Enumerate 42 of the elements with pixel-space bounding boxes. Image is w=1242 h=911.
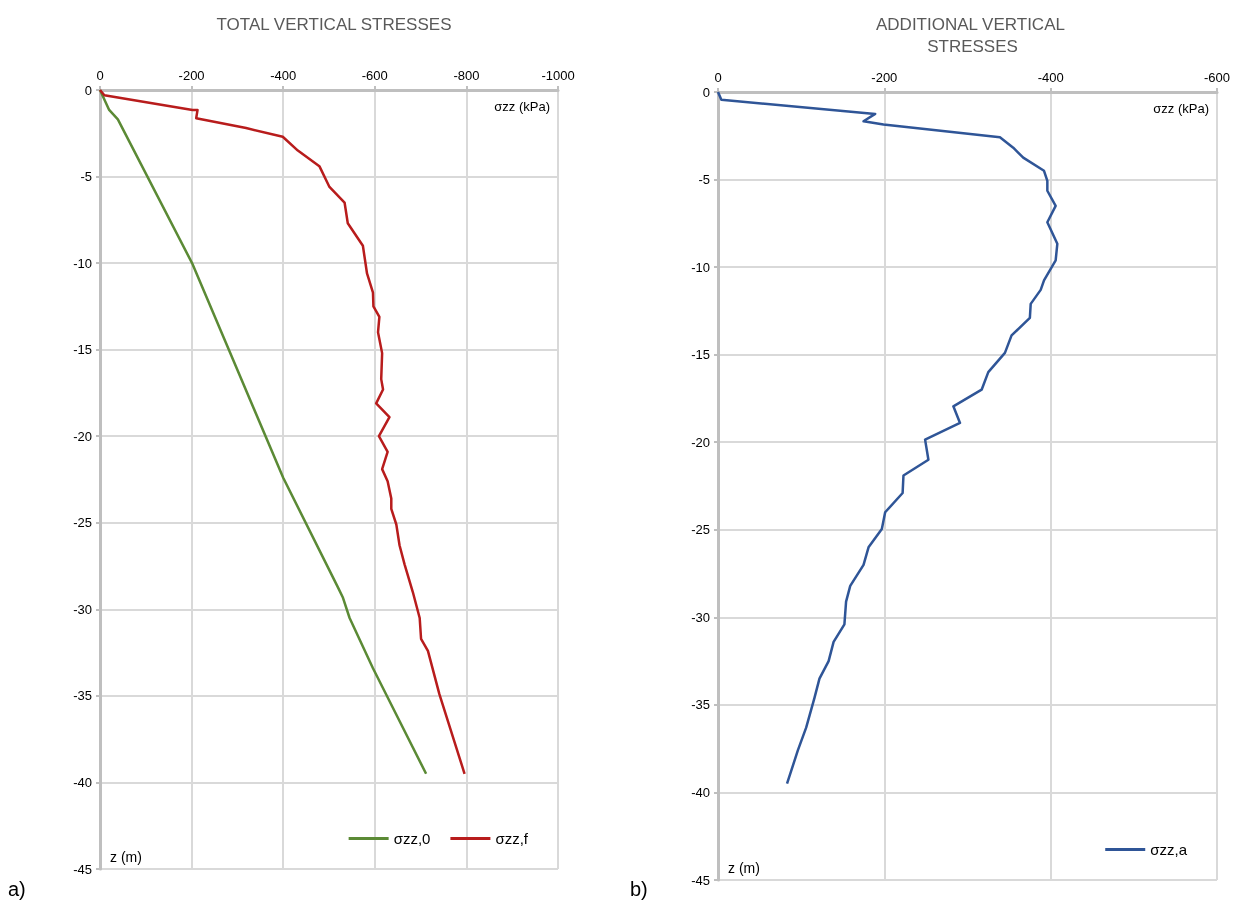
x-tick-label: -200 (871, 70, 898, 85)
y-tick-label: -30 (73, 601, 92, 617)
y-tick-label: -40 (691, 784, 710, 800)
x-tick-label: -1000 (541, 68, 575, 83)
text: a) (8, 878, 26, 900)
chart-title: ADDITIONAL VERTICAL STRESSES (875, 14, 1070, 56)
y-tick-label: -10 (73, 255, 92, 271)
y-tick-label: -25 (73, 515, 92, 531)
y-tick-label: -10 (691, 259, 710, 275)
legend-label: σzz,0 (393, 830, 431, 847)
y-tick-label: 0 (702, 84, 710, 100)
y-tick-label: -35 (73, 688, 92, 704)
y-tick-label: -45 (691, 872, 710, 888)
x-tick-label: -600 (361, 68, 388, 83)
x-tick-label: -600 (1203, 70, 1231, 85)
x-axis-title: σzz (kPa) (1153, 101, 1210, 116)
x-tick-label: -400 (270, 68, 297, 83)
y-tick-label: -15 (73, 342, 92, 358)
y-tick-label: -5 (698, 172, 710, 188)
y-tick-label: -15 (691, 347, 710, 363)
y-axis-title: z (m) (110, 849, 142, 865)
text: b) (630, 878, 648, 900)
y-tick-label: -30 (691, 609, 710, 625)
y-tick-label: 0 (84, 82, 92, 98)
y-tick-label: -25 (691, 522, 710, 538)
chart-title: TOTAL VERTICAL STRESSES (216, 14, 452, 34)
y-tick-label: -5 (80, 169, 92, 185)
x-axis-title: σzz (kPa) (494, 99, 551, 114)
x-tick-label: 0 (96, 68, 104, 83)
y-tick-label: -40 (73, 774, 92, 790)
x-tick-label: -400 (1037, 70, 1064, 85)
x-tick-label: 0 (714, 70, 722, 85)
y-tick-label: -35 (691, 697, 710, 713)
legend-label: σzz,f (495, 830, 529, 847)
x-tick-label: -800 (453, 68, 480, 83)
legend-label: σzz,a (1150, 841, 1188, 858)
y-tick-label: -20 (73, 428, 92, 444)
line-series (716, 90, 1059, 785)
y-tick-label: -20 (691, 434, 710, 450)
y-axis-title: z (m) (728, 860, 760, 876)
x-tick-label: -200 (178, 68, 205, 83)
y-tick-label: -45 (73, 861, 92, 877)
